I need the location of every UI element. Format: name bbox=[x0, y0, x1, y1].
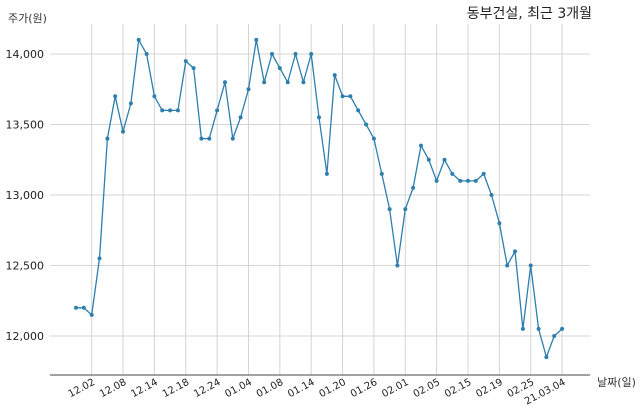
data-point bbox=[497, 221, 502, 226]
data-point bbox=[419, 143, 423, 148]
x-tick-labels: 12.02 12.08 12.14 12.18 12.24 01.04 01.08 01.14… bbox=[67, 377, 568, 408]
data-point bbox=[168, 108, 173, 113]
y-tick-labels: 12,000 12,500 13,000 13,500 14,000 bbox=[6, 48, 45, 343]
data-point bbox=[285, 80, 290, 85]
data-point bbox=[293, 52, 298, 56]
data-point bbox=[513, 249, 517, 254]
data-point bbox=[403, 207, 408, 212]
data-point bbox=[340, 94, 345, 99]
y-tick-label: 13,000 bbox=[6, 189, 45, 202]
data-point bbox=[395, 263, 400, 268]
data-point bbox=[113, 94, 118, 99]
x-tick-label: 02.01 bbox=[380, 377, 410, 400]
x-tick-label: 01.04 bbox=[223, 377, 253, 400]
data-point bbox=[411, 185, 416, 190]
x-tick-label: 12.24 bbox=[192, 377, 222, 400]
data-point bbox=[356, 108, 361, 113]
data-point bbox=[215, 108, 220, 113]
x-tick-label: 01.08 bbox=[255, 377, 285, 400]
data-point bbox=[223, 80, 227, 85]
data-point bbox=[199, 136, 204, 141]
data-point bbox=[81, 305, 86, 310]
data-point bbox=[536, 326, 541, 331]
grid-layer bbox=[50, 24, 590, 375]
data-point bbox=[450, 171, 455, 176]
data-point bbox=[144, 52, 149, 56]
data-point bbox=[175, 108, 180, 113]
x-tick-label: 02.19 bbox=[474, 377, 504, 400]
x-tick-label: 01.20 bbox=[318, 377, 348, 400]
data-point bbox=[301, 80, 306, 85]
data-point bbox=[473, 178, 478, 183]
data-point bbox=[560, 326, 565, 331]
data-point bbox=[191, 66, 196, 71]
data-point bbox=[207, 136, 212, 141]
data-point bbox=[458, 178, 463, 183]
data-point bbox=[230, 136, 235, 141]
data-point bbox=[128, 101, 133, 106]
data-point bbox=[371, 136, 376, 141]
y-tick-label: 12,500 bbox=[6, 260, 45, 273]
data-point bbox=[348, 94, 353, 99]
series-line bbox=[76, 37, 563, 360]
data-point bbox=[364, 122, 369, 127]
data-point bbox=[152, 94, 157, 99]
x-tick-label: 12.08 bbox=[98, 377, 128, 400]
data-point bbox=[309, 52, 314, 56]
x-tick-label: 12.18 bbox=[161, 377, 191, 400]
point-layer bbox=[74, 37, 565, 360]
x-tick-label: 02.05 bbox=[412, 377, 442, 400]
data-point bbox=[270, 52, 274, 56]
chart-title: 동부건설, 최근 3개월 bbox=[467, 6, 592, 22]
x-tick-label: 12.14 bbox=[129, 377, 159, 400]
data-point bbox=[105, 136, 110, 141]
data-point bbox=[246, 87, 251, 92]
series-layer bbox=[76, 37, 563, 360]
data-point bbox=[136, 37, 141, 42]
data-point bbox=[262, 80, 267, 85]
data-point bbox=[379, 171, 384, 176]
data-point bbox=[434, 178, 439, 183]
data-point bbox=[505, 263, 510, 268]
data-point bbox=[183, 59, 188, 64]
data-point bbox=[387, 207, 392, 212]
data-point bbox=[489, 193, 494, 197]
data-point bbox=[121, 129, 125, 134]
data-point bbox=[97, 256, 102, 261]
data-point bbox=[528, 263, 533, 268]
data-point bbox=[317, 115, 321, 120]
data-point bbox=[466, 178, 470, 183]
data-point bbox=[74, 305, 78, 310]
data-point bbox=[254, 37, 259, 42]
x-tick-label: 01.26 bbox=[349, 377, 379, 400]
data-point bbox=[89, 312, 94, 317]
y-axis-label: 주가(원) bbox=[8, 12, 47, 25]
data-point bbox=[442, 157, 447, 162]
data-point bbox=[238, 115, 243, 120]
data-point bbox=[332, 73, 337, 78]
data-point bbox=[160, 108, 165, 113]
x-axis-label: 날짜(일) bbox=[597, 375, 636, 389]
data-point bbox=[481, 171, 486, 176]
data-point bbox=[520, 326, 525, 331]
data-point bbox=[552, 334, 557, 338]
data-point bbox=[544, 355, 549, 360]
x-tick-label: 12.02 bbox=[67, 377, 97, 400]
y-tick-label: 14,000 bbox=[6, 48, 45, 61]
x-tick-label: 02.15 bbox=[443, 377, 473, 400]
data-point bbox=[426, 157, 431, 162]
y-tick-label: 13,500 bbox=[6, 119, 45, 132]
data-point bbox=[277, 66, 282, 71]
data-point bbox=[324, 171, 329, 176]
x-tick-label: 01.14 bbox=[286, 377, 316, 400]
y-tick-label: 12,000 bbox=[6, 330, 45, 343]
